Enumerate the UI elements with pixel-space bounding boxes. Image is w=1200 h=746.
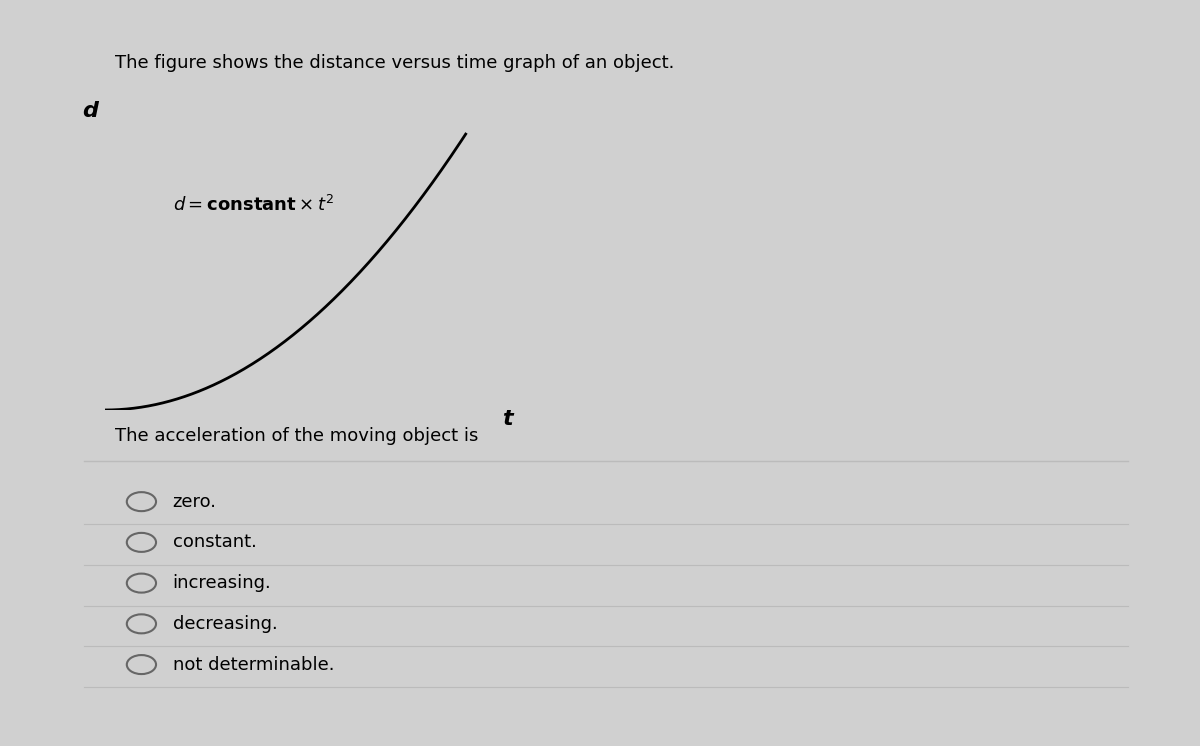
Text: d: d xyxy=(82,101,97,121)
Text: constant.: constant. xyxy=(173,533,257,551)
Text: decreasing.: decreasing. xyxy=(173,615,277,633)
Text: not determinable.: not determinable. xyxy=(173,656,335,674)
Text: zero.: zero. xyxy=(173,492,217,511)
Text: t: t xyxy=(502,409,512,428)
Text: The acceleration of the moving object is: The acceleration of the moving object is xyxy=(115,427,479,445)
Text: increasing.: increasing. xyxy=(173,574,271,592)
Text: $d = \mathbf{constant} \times \mathit{t}^2$: $d = \mathbf{constant} \times \mathit{t}… xyxy=(173,195,334,215)
Text: The figure shows the distance versus time graph of an object.: The figure shows the distance versus tim… xyxy=(115,54,674,72)
